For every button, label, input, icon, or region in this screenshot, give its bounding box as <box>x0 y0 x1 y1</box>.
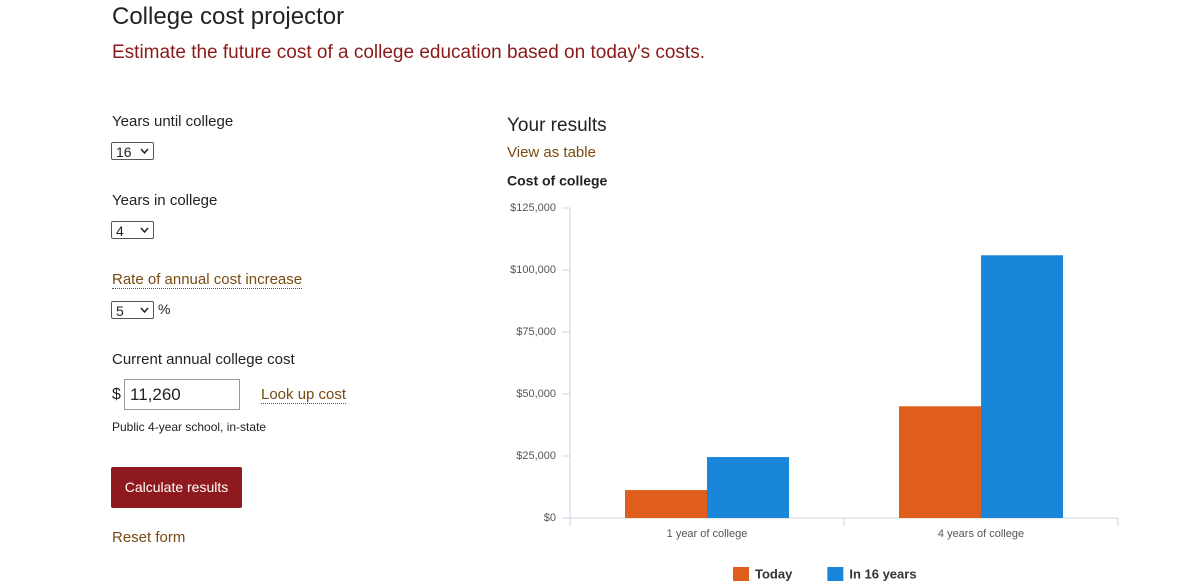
bar <box>707 457 789 518</box>
field-label: Current annual college cost <box>112 351 295 368</box>
legend-swatch <box>827 567 844 581</box>
select-value: 5 <box>116 303 124 319</box>
y-tick-label: $100,000 <box>510 264 556 276</box>
y-tick-label: $0 <box>544 512 556 524</box>
lookup-link[interactable]: Look up cost <box>261 386 347 404</box>
currency: $ <box>112 386 121 403</box>
chevron <box>140 227 149 234</box>
bar <box>899 406 981 518</box>
y-tick-label: $25,000 <box>516 450 556 462</box>
x-tick-label: 4 years of college <box>938 528 1024 540</box>
page-title: College cost projector <box>112 3 345 30</box>
chevron <box>140 148 149 155</box>
page-subtitle: Estimate the future cost of a college ed… <box>112 42 705 63</box>
x-tick-label: 1 year of college <box>667 528 748 540</box>
chart-title: Cost of college <box>507 173 608 189</box>
select-value: 4 <box>116 223 124 239</box>
bar <box>981 255 1063 518</box>
chevron <box>140 307 149 314</box>
legend-swatch <box>733 567 749 581</box>
legend-label: Today <box>755 566 793 581</box>
results-heading: Your results <box>507 115 607 136</box>
select[interactable]: 5 <box>111 301 154 319</box>
cost-input[interactable]: 11,260 <box>124 379 240 410</box>
view-table-link[interactable]: View as table <box>507 144 596 161</box>
field-label: Years until college <box>112 113 234 130</box>
help-link[interactable]: Rate of annual cost increase <box>112 271 303 289</box>
select[interactable]: 16 <box>111 142 154 160</box>
legend-label: In 16 years <box>849 566 916 581</box>
select-value: 16 <box>116 144 132 160</box>
calculate-button[interactable]: Calculate results <box>111 467 242 508</box>
field-label: Years in college <box>112 192 218 209</box>
select[interactable]: 4 <box>111 221 154 239</box>
reset-link[interactable]: Reset form <box>112 529 186 546</box>
y-tick-label: $50,000 <box>516 388 556 400</box>
unit: % <box>158 301 171 317</box>
bar <box>625 490 707 518</box>
y-tick-label: $75,000 <box>516 326 556 338</box>
cost-note: Public 4-year school, in-state <box>112 420 267 434</box>
y-tick-label: $125,000 <box>510 202 556 214</box>
